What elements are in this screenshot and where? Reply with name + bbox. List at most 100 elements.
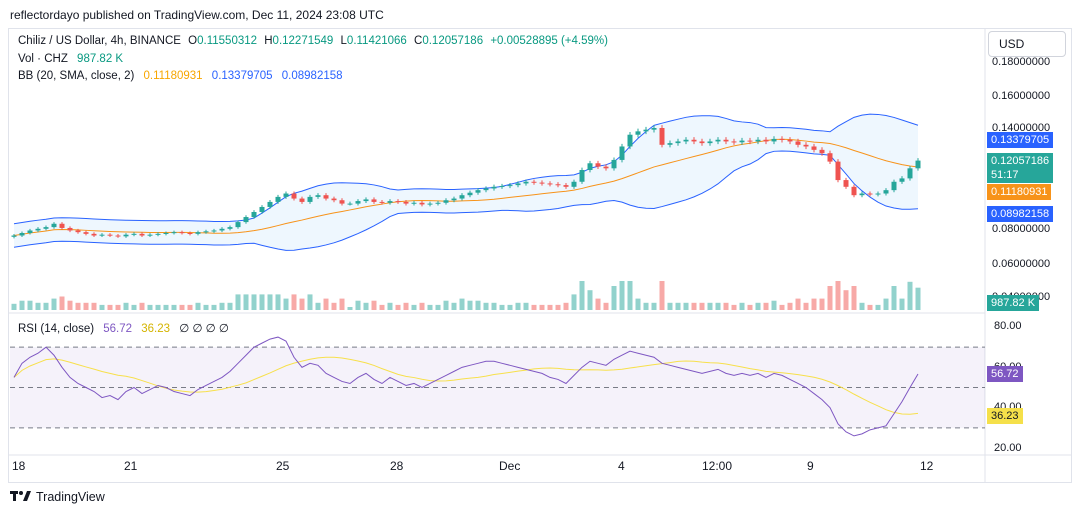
time-axis-label: Dec [499,459,521,473]
candle [875,193,881,195]
volume-bar [315,302,321,310]
volume-bar [483,302,489,310]
tradingview-logo[interactable]: TradingView [10,490,105,504]
candle [883,190,889,194]
volume-bar [531,304,537,310]
bb-lower-line [13,150,919,251]
rsi-axis-label: 20.00 [994,442,1022,454]
volume-bar [131,304,137,310]
price-axis-label: 0.06000000 [992,258,1051,270]
volume-bar [139,302,145,310]
rsi-extra: ∅ ∅ ∅ ∅ [179,323,229,335]
volume-bar [155,304,161,310]
candle [451,198,457,201]
candle [643,129,649,132]
volume-bar [451,302,457,310]
candle [387,201,393,203]
volume-bar [107,304,113,310]
candle [867,193,873,195]
volume-bar [547,304,553,310]
candle [579,170,585,182]
candle [363,199,369,202]
candle [835,161,841,181]
candle [547,183,553,185]
brand-name: TradingView [36,490,105,504]
bb-lower-value: 0.08982158 [281,70,343,82]
candle [603,166,609,169]
candle [27,230,33,233]
candle [211,230,217,232]
volume-bar [603,302,609,310]
candle [115,235,121,237]
bb-legend: BB (20, SMA, close, 2) 0.11180931 0.1337… [18,70,343,82]
bb-upper-value: 0.13379705 [211,70,273,82]
currency-button[interactable]: USD [988,31,1066,57]
volume-bar [19,300,25,310]
volume-bar [147,304,153,310]
candle [787,139,793,142]
volume-bar [171,304,177,310]
volume-bar [387,302,393,310]
chart-frame[interactable] [8,28,1072,483]
volume-bar [611,286,617,310]
volume-bar [883,298,889,310]
volume-bar [195,302,201,310]
candle [723,139,729,142]
volume-tag: 987.82 K [987,295,1040,311]
candle [691,139,697,142]
candle [75,230,81,233]
candle [419,202,425,205]
volume-bar [443,300,449,310]
candle [699,141,705,144]
volume-bar [475,300,481,310]
volume-bar [635,298,641,310]
candle [555,184,561,186]
candle [275,196,281,202]
candle [635,131,641,135]
volume-bar [555,304,561,310]
volume-bar [403,302,409,310]
candle [587,163,593,170]
volume-bar [699,302,705,310]
candle [491,186,497,189]
volume-bar [99,304,105,310]
volume-bar [891,286,897,310]
volume-bar [83,302,89,310]
candle [315,195,321,197]
candle [267,201,273,207]
volume-bar [331,302,337,310]
candle [795,141,801,145]
candle [683,139,689,142]
volume-bar [115,304,121,310]
volume-bar [203,304,209,310]
candle [123,234,129,237]
candle [755,139,761,142]
price-axis-label: 0.18000000 [992,56,1051,68]
candle [811,146,817,150]
candle [203,231,209,233]
candle [907,168,913,179]
candle [299,198,305,202]
volume-bar [307,294,313,310]
volume-bar [371,300,377,310]
volume-bar [291,294,297,310]
candle [515,183,521,186]
volume-legend: Vol · CHZ 987.82 K [18,53,124,65]
change-value: +0.00528895 (+4.59%) [490,35,608,47]
candle [899,178,905,182]
volume-bar [731,304,737,310]
volume-bar [827,286,833,310]
candle [219,228,225,231]
price-axis-label: 0.14000000 [992,122,1051,134]
volume-bar [27,300,33,310]
candle [187,233,193,234]
candle [379,201,385,203]
time-axis-label: 4 [618,459,625,473]
volume-bar [779,304,785,310]
volume-bar [59,296,65,310]
candle [163,233,169,234]
volume-bar [691,302,697,310]
volume-bar [835,281,841,310]
candle [155,233,161,235]
